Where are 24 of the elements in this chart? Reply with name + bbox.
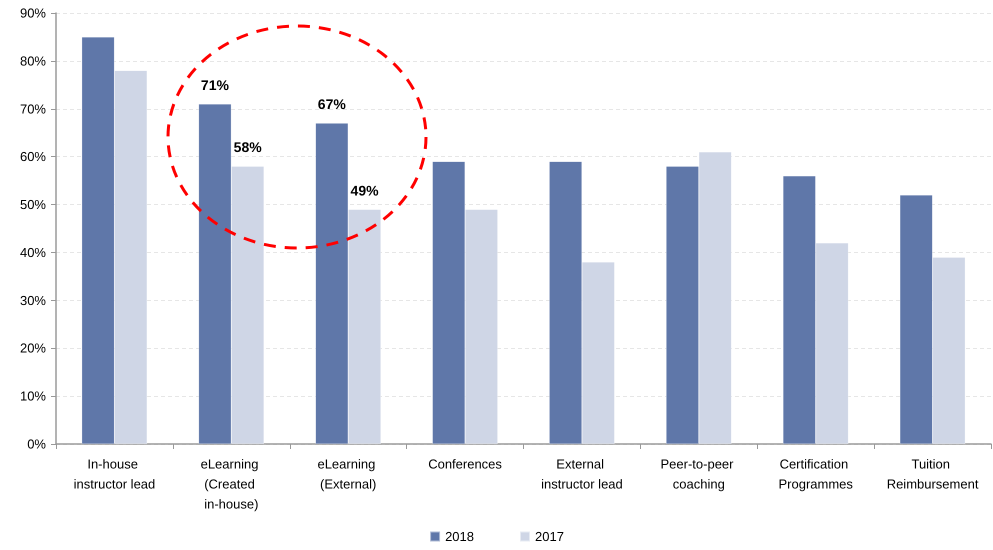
x-tick-label: eLearning (Created in-house)	[200, 456, 262, 512]
data-label: 49%	[350, 182, 380, 198]
y-tick-label: 30%	[20, 292, 46, 308]
x-tick-label: Certification Programmes	[778, 456, 854, 492]
y-tick-label: 40%	[20, 244, 46, 260]
x-tick-label: Tuition Reimbursement	[886, 456, 979, 492]
legend-label: 2017	[535, 529, 564, 544]
y-tick-label: 10%	[20, 388, 46, 404]
x-tick-label: In-house instructor lead	[74, 456, 156, 492]
y-tick-label: 20%	[20, 340, 46, 356]
y-tick-label: 50%	[20, 197, 46, 212]
legend-label: 2018	[445, 529, 474, 544]
data-label: 67%	[318, 96, 346, 112]
x-tick-label: External instructor lead	[541, 456, 623, 492]
y-tick-label: 70%	[20, 101, 46, 116]
y-tick-label: 80%	[20, 53, 46, 68]
y-tick-label: 60%	[20, 149, 46, 164]
data-label: 58%	[234, 139, 262, 156]
data-label: 71%	[200, 76, 230, 93]
y-tick-label: 90%	[20, 6, 46, 20]
x-tick-label: Conferences	[428, 456, 502, 472]
x-tick-label: eLearning (External)	[317, 456, 379, 492]
x-tick-label: Peer-to-peer coaching	[660, 456, 738, 492]
y-tick-label: 0%	[27, 436, 46, 452]
